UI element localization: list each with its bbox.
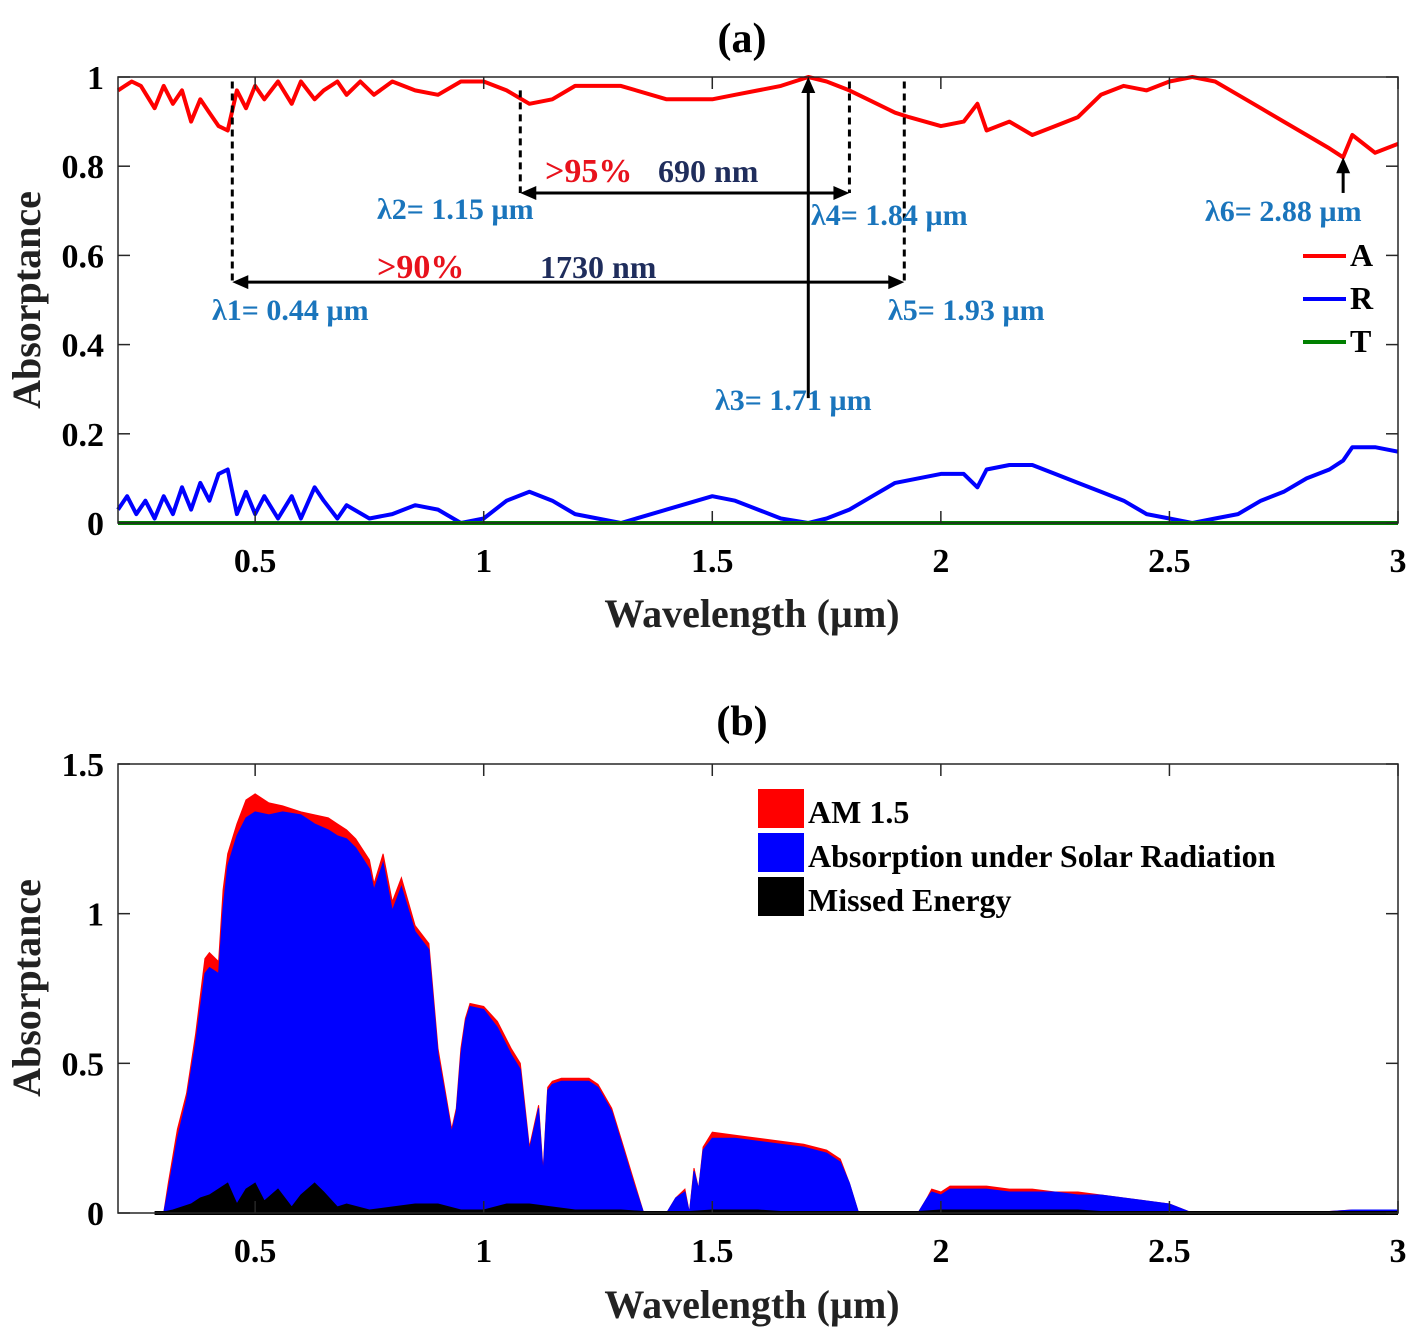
reflectance-line <box>116 445 1399 525</box>
band-90-width: 1730 nm <box>540 249 657 285</box>
panel-b-x-tick-label: 1.5 <box>691 1233 734 1270</box>
panel-a-x-tick-label: 3 <box>1390 543 1407 580</box>
arrow95-head-left <box>520 185 537 200</box>
panel-a-x-tick-label: 1 <box>475 543 492 580</box>
panel-a-y-axis-label: Absorptance <box>4 191 49 409</box>
panel-b-x-tick-label: 0.5 <box>234 1233 277 1270</box>
legend-am15-swatch <box>758 789 804 828</box>
panel-b-y-tick-label: 0.5 <box>62 1046 105 1083</box>
panel-a: (a) 0.5 1 1.5 2 2.5 3 0 0.2 0.4 0.6 0.8 1 Waveleng… <box>4 16 1407 636</box>
panel-b-y-tick-label: 1.5 <box>62 747 105 784</box>
panel-b-x-tick-label: 1 <box>475 1233 492 1270</box>
lambda6-arrow <box>1336 157 1351 193</box>
panel-a-annotations: >95% 690 nm >90% 1730 nm λ1= 0.44 µm λ2=… <box>212 77 1362 417</box>
panel-a-x-axis-label: Wavelength (µm) <box>604 591 899 636</box>
panel-a-x-tick-label: 1.5 <box>691 543 734 580</box>
lambda4-label: λ4= 1.84 µm <box>811 199 968 232</box>
legend-r-label: R <box>1350 280 1374 316</box>
band-95-double-arrow <box>520 185 850 200</box>
panel-a-title: (a) <box>718 16 767 62</box>
panel-a-axes-frame <box>117 76 1399 524</box>
panel-b-x-ticks: 0.5 1 1.5 2 2.5 3 <box>234 764 1407 1270</box>
panel-a-x-tick-label: 2.5 <box>1148 543 1191 580</box>
panel-b-x-tick-label: 2.5 <box>1148 1233 1191 1270</box>
panel-a-y-tick-label: 0.6 <box>62 238 105 275</box>
panel-a-y-tick-label: 1 <box>87 60 104 97</box>
panel-a-y-ticks: 0 0.2 0.4 0.6 0.8 1 <box>62 60 1398 543</box>
band-90-threshold: >90% <box>377 249 464 286</box>
band-95-threshold: >95% <box>545 153 632 190</box>
lambda6-label: λ6= 2.88 µm <box>1205 195 1362 228</box>
panel-b-y-tick-label: 0 <box>87 1196 104 1233</box>
panel-a-y-tick-label: 0.2 <box>62 417 105 454</box>
lambda3-arrow <box>801 77 816 399</box>
legend-absorbed-swatch <box>758 833 804 872</box>
panel-a-x-tick-label: 2 <box>932 543 949 580</box>
panel-b-x-axis-label: Wavelength (µm) <box>604 1282 899 1327</box>
legend-am15-label: AM 1.5 <box>808 794 909 830</box>
panel-a-y-tick-label: 0.4 <box>62 328 105 365</box>
arrow90-head-left <box>232 275 249 290</box>
arrow95-head-right <box>833 185 850 200</box>
arrow6-head <box>1336 157 1351 174</box>
lambda2-label: λ2= 1.15 µm <box>377 193 534 226</box>
panel-b-x-tick-label: 3 <box>1390 1233 1407 1270</box>
panel-b: (b) 0.5 1 1.5 2 2.5 3 0 0.5 1 1.5 Wavelength (µm… <box>4 699 1407 1327</box>
panel-a-x-ticks: 0.5 1 1.5 2 2.5 3 <box>234 77 1407 580</box>
panel-b-x-tick-label: 2 <box>932 1233 949 1270</box>
panel-b-axes-frame <box>117 763 1399 1214</box>
panel-a-y-tick-label: 0 <box>87 506 104 543</box>
legend-a-label: A <box>1350 237 1373 273</box>
panel-a-legend: A R T <box>1303 237 1374 359</box>
panel-a-y-tick-label: 0.8 <box>62 149 105 186</box>
arrow90-head-right <box>888 275 905 290</box>
lambda1-label: λ1= 0.44 µm <box>212 294 369 327</box>
absorbed-area <box>154 811 1399 1214</box>
panel-b-legend: AM 1.5 Absorption under Solar Radiation … <box>758 789 1276 918</box>
lambda3-label: λ3= 1.71 µm <box>715 384 872 417</box>
lambda5-label: λ5= 1.93 µm <box>888 294 1045 327</box>
panel-b-y-axis-label: Absorptance <box>4 879 49 1097</box>
absorptance-line <box>116 75 1399 160</box>
legend-absorbed-label: Absorption under Solar Radiation <box>808 838 1276 874</box>
legend-missed-swatch <box>758 877 804 916</box>
panel-a-x-tick-label: 0.5 <box>234 543 277 580</box>
band-90-double-arrow <box>232 275 905 290</box>
panel-b-title: (b) <box>716 699 767 745</box>
missed-energy-area <box>158 1182 1398 1214</box>
band-95-width: 690 nm <box>658 153 759 189</box>
legend-missed-label: Missed Energy <box>808 882 1012 918</box>
panel-b-y-tick-label: 1 <box>87 897 104 934</box>
arrow3-head <box>801 77 816 93</box>
legend-t-label: T <box>1350 323 1371 359</box>
panel-b-y-ticks: 0 0.5 1 1.5 <box>62 747 1398 1233</box>
